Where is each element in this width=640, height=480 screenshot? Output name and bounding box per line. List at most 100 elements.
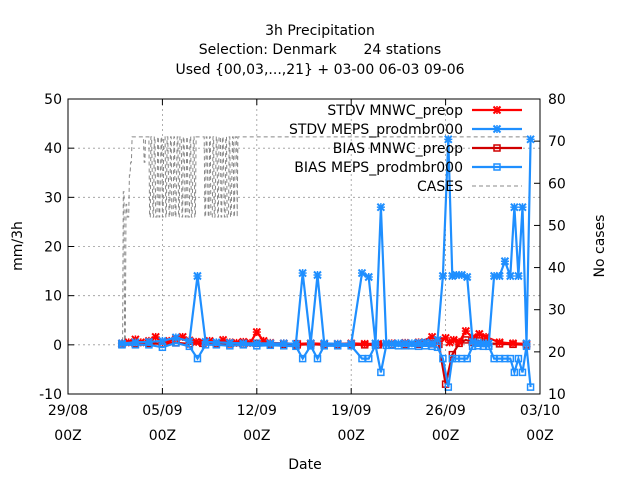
data-point bbox=[514, 354, 523, 363]
data-point bbox=[313, 270, 322, 280]
data-point bbox=[506, 271, 515, 281]
data-point bbox=[475, 329, 484, 339]
y2-tick-label: 80 bbox=[548, 92, 566, 108]
data-point bbox=[298, 268, 307, 278]
y2-tick-label: 70 bbox=[548, 134, 566, 150]
legend-entry: BIAS MEPS_prodmbr000 bbox=[294, 160, 522, 176]
data-point bbox=[377, 368, 385, 377]
x-tick-label: 05/09 bbox=[142, 403, 182, 419]
y2-tick-label: 30 bbox=[548, 303, 566, 319]
data-point bbox=[400, 339, 410, 348]
series-layer bbox=[117, 135, 535, 391]
x-tick-label: 26/09 bbox=[425, 403, 465, 419]
data-point bbox=[463, 354, 471, 363]
data-point bbox=[461, 326, 471, 336]
data-point bbox=[495, 271, 504, 281]
y2-tick-label: 60 bbox=[548, 176, 566, 192]
data-point bbox=[421, 338, 430, 347]
data-point bbox=[279, 339, 288, 348]
legend-label: CASES bbox=[417, 179, 463, 195]
y-tick-label: 50 bbox=[44, 92, 62, 108]
x-tick-label: 03/10 bbox=[520, 403, 560, 419]
data-point bbox=[414, 338, 423, 348]
x-tick-label: 19/09 bbox=[331, 403, 371, 419]
legend-sample-marker bbox=[493, 163, 501, 171]
legend-sample-marker bbox=[492, 124, 502, 134]
data-point bbox=[514, 271, 523, 281]
data-point bbox=[266, 339, 275, 348]
data-point bbox=[364, 354, 373, 363]
data-point bbox=[252, 339, 262, 348]
y2-axis-label: No cases bbox=[592, 215, 608, 278]
y2-tick-label: 10 bbox=[548, 387, 566, 403]
y-axis-label: mm/3h bbox=[10, 221, 26, 271]
data-point bbox=[510, 202, 519, 212]
data-point bbox=[376, 202, 386, 212]
legend-sample-marker bbox=[492, 105, 502, 115]
series-line bbox=[121, 136, 531, 349]
data-point bbox=[201, 337, 210, 347]
y2-tick-label: 20 bbox=[548, 345, 566, 361]
data-point bbox=[313, 354, 322, 363]
data-point bbox=[291, 339, 301, 349]
y-tick-label: 10 bbox=[44, 289, 62, 305]
data-point bbox=[158, 336, 167, 346]
y-tick-label: 40 bbox=[44, 141, 62, 157]
x-tick-label-time: 00Z bbox=[432, 428, 459, 444]
data-point bbox=[306, 339, 315, 348]
data-point bbox=[518, 368, 527, 377]
data-point bbox=[387, 339, 396, 349]
data-point bbox=[371, 339, 380, 348]
data-point bbox=[526, 135, 535, 144]
data-point bbox=[239, 339, 248, 348]
data-point bbox=[357, 268, 367, 278]
data-point bbox=[298, 354, 307, 363]
title-line-3: Used {00,03,...,21} + 03-00 06-03 09-06 bbox=[175, 62, 464, 78]
data-point bbox=[346, 339, 356, 349]
data-point bbox=[193, 354, 202, 363]
data-point bbox=[333, 339, 342, 349]
legend-label: BIAS MEPS_prodmbr000 bbox=[294, 160, 463, 176]
data-point bbox=[484, 339, 493, 348]
legend-sample-marker bbox=[493, 144, 501, 152]
data-point bbox=[151, 332, 160, 342]
x-axis-label: Date bbox=[288, 457, 321, 473]
legend: STDV MNWC_preop STDV MEPS_prodmbr000 BIAS … bbox=[289, 103, 522, 195]
data-point bbox=[454, 337, 464, 347]
data-point bbox=[193, 271, 202, 281]
chart-title: 3h Precipitation Selection: Denmark 24 s… bbox=[175, 23, 464, 78]
data-point bbox=[495, 338, 504, 347]
data-point bbox=[320, 339, 329, 348]
axes: 29/08 00Z 05/09 00Z 12/09 00Z 19/09 00Z 26/09 00Z… bbox=[39, 92, 566, 444]
data-point bbox=[433, 343, 442, 352]
data-point bbox=[394, 339, 403, 348]
legend-entry: BIAS MNWC_preop bbox=[333, 141, 522, 157]
y-tick-label: 20 bbox=[44, 240, 62, 256]
data-point bbox=[439, 354, 447, 363]
x-tick-label-time: 00Z bbox=[526, 428, 553, 444]
data-point bbox=[444, 383, 453, 391]
legend-entry: STDV MNWC_preop bbox=[327, 103, 522, 119]
data-point bbox=[185, 337, 194, 346]
x-tick-label: 12/09 bbox=[237, 403, 277, 419]
data-point bbox=[510, 368, 519, 377]
title-line-2: Selection: Denmark 24 stations bbox=[199, 42, 441, 58]
data-point bbox=[252, 327, 262, 337]
legend-entry: STDV MEPS_prodmbr000 bbox=[289, 122, 522, 138]
data-point bbox=[225, 338, 235, 348]
data-point bbox=[131, 338, 140, 347]
data-point bbox=[518, 202, 527, 212]
y-tick-label: 30 bbox=[44, 190, 62, 206]
data-point bbox=[427, 339, 437, 348]
data-point bbox=[522, 339, 531, 348]
data-point bbox=[433, 335, 442, 345]
legend-label: STDV MEPS_prodmbr000 bbox=[289, 122, 463, 138]
data-point bbox=[438, 271, 448, 281]
data-point bbox=[360, 339, 369, 349]
y-tick-label: -10 bbox=[39, 387, 62, 403]
data-point bbox=[526, 383, 535, 391]
data-point bbox=[462, 272, 472, 282]
x-tick-label: 29/08 bbox=[48, 403, 88, 419]
data-point bbox=[500, 257, 510, 266]
